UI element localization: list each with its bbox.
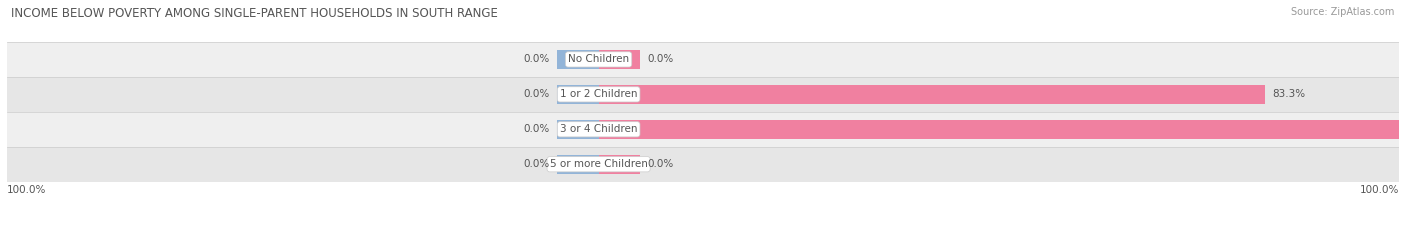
- Text: Source: ZipAtlas.com: Source: ZipAtlas.com: [1291, 7, 1395, 17]
- Text: 0.0%: 0.0%: [523, 55, 550, 64]
- Bar: [557, 85, 599, 104]
- Text: 0.0%: 0.0%: [647, 159, 673, 169]
- Text: 100.0%: 100.0%: [7, 185, 46, 195]
- Text: 1 or 2 Children: 1 or 2 Children: [560, 89, 637, 99]
- Text: 0.0%: 0.0%: [523, 159, 550, 169]
- Text: INCOME BELOW POVERTY AMONG SINGLE-PARENT HOUSEHOLDS IN SOUTH RANGE: INCOME BELOW POVERTY AMONG SINGLE-PARENT…: [11, 7, 498, 20]
- Bar: [599, 50, 640, 69]
- Bar: [599, 155, 640, 174]
- Text: 0.0%: 0.0%: [647, 55, 673, 64]
- Bar: [557, 155, 599, 174]
- Bar: [7, 112, 1399, 147]
- Text: 83.3%: 83.3%: [1272, 89, 1305, 99]
- Bar: [599, 85, 1265, 104]
- Bar: [7, 77, 1399, 112]
- Bar: [557, 50, 599, 69]
- Bar: [7, 42, 1399, 77]
- Bar: [7, 147, 1399, 182]
- Text: 100.0%: 100.0%: [1360, 185, 1399, 195]
- Text: No Children: No Children: [568, 55, 628, 64]
- Text: 0.0%: 0.0%: [523, 89, 550, 99]
- Text: 0.0%: 0.0%: [523, 124, 550, 134]
- Text: 3 or 4 Children: 3 or 4 Children: [560, 124, 637, 134]
- Bar: [599, 120, 1399, 139]
- Text: 5 or more Children: 5 or more Children: [550, 159, 648, 169]
- Bar: [557, 120, 599, 139]
